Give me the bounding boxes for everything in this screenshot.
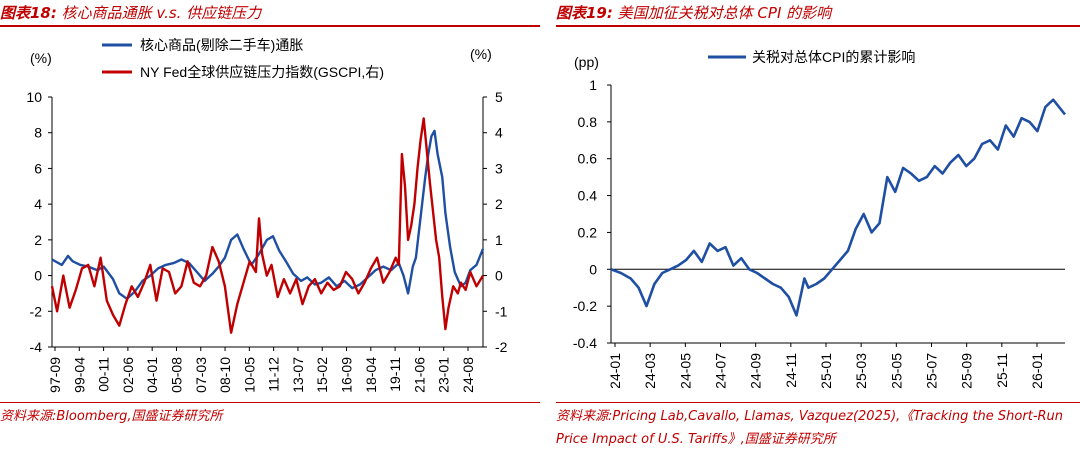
x-tick-label: 11-12 [266,357,282,392]
y-right-tick-label: 2 [495,196,503,212]
x-tick-label: 04-01 [144,357,160,393]
right-figure-number: 图表19: [556,4,613,22]
y-right-tick-label: -1 [495,303,508,319]
x-tick-label: 25-07 [924,353,940,389]
x-tick-label: 24-08 [460,357,476,393]
right-title-divider [556,25,1080,27]
left-figure-number: 图表18: [0,4,57,22]
right-figure-panel: 图表19: 美国加征关税对总体 CPI 的影响 -0.4 -0.2 0 0.2 0.4 0… [556,0,1080,457]
x-tick-label: 25-03 [853,353,869,389]
y-tick-label: 0.2 [578,224,598,240]
legend: 关税对总体CPI的累计影响 [708,49,915,65]
left-figure-title: 图表18: 核心商品通胀 v.s. 供应链压力 [0,2,261,23]
y-left-tick-label: 4 [34,196,42,212]
tariff-cpi-impact-chart: -0.4 -0.2 0 0.2 0.4 0.6 0.8 1 24-01 24-03 24-05 24-… [573,49,1067,389]
x-tick-label: 10-05 [241,357,257,393]
x-tick-label: 08-10 [217,357,233,393]
legend-label-core-goods: 核心商品(剔除二手车)通胀 [140,37,303,53]
y-right-tick-label: 1 [495,232,503,248]
y-tick-label: -0.4 [573,335,597,351]
y-left-tick-label: -2 [30,303,43,319]
x-tick-label: 25-05 [888,353,904,389]
right-figure-title-text: 美国加征关税对总体 CPI 的影响 [617,4,832,22]
x-tick-label: 24-07 [713,353,729,389]
x-tick-label: 07-03 [193,357,209,393]
right-source-note: 资料来源:Pricing Lab,Cavallo, Llamas, Vazque… [556,409,1064,447]
x-tick-label: 99-04 [71,357,87,393]
right-source-divider [556,402,1080,403]
y-right-tick-label: 3 [495,160,503,176]
y-left-tick-label: 2 [34,232,42,248]
y-tick-label: 0.8 [578,114,598,130]
core-goods-vs-gscpi-chart: -4 -2 0 2 4 6 8 10 -2 -1 0 1 2 3 4 5 97-09 99-04 00-11 02-0… [26,37,508,393]
legend-label-tariff: 关税对总体CPI的累计影响 [752,49,915,65]
y-left-tick-label: 0 [34,268,42,284]
y-axis-unit: (pp) [574,54,599,70]
x-tick-label: 21-06 [411,357,427,393]
x-tick-label: 25-11 [994,353,1010,388]
y-right-tick-label: 4 [495,125,503,141]
left-source-note: 资料来源:Bloomberg,国盛证券研究所 [0,409,223,424]
y-tick-label: 1 [589,77,597,93]
y-right-tick-label: 5 [495,89,503,105]
y-right-tick-label: -2 [495,339,508,355]
left-figure-title-text: 核心商品通胀 v.s. 供应链压力 [61,4,262,22]
left-axis-unit: (%) [30,50,52,66]
left-title-divider [0,25,540,27]
y-tick-label: 0.4 [578,188,598,204]
y-tick-label: 0.6 [578,151,598,167]
tariff-cpi-impact-line [610,98,1067,317]
x-tick-label: 24-03 [642,353,658,389]
x-tick-label: 15-02 [314,357,330,393]
x-tick-label: 25-09 [959,353,975,389]
x-tick-label: 24-05 [677,353,693,389]
x-tick-label: 16-09 [339,357,355,393]
gscpi-line [50,117,485,334]
x-tick-label: 24-01 [607,353,623,389]
x-tick-label: 24-09 [748,353,764,389]
x-tick-label: 23-01 [436,357,452,393]
y-tick-label: 0 [589,261,597,277]
left-source-divider [0,402,540,403]
core-goods-inflation-line [51,129,485,300]
right-axis-unit: (%) [470,46,492,62]
x-tick-label: 00-11 [96,357,112,392]
y-left-tick-label: 10 [26,89,42,105]
right-figure-title: 图表19: 美国加征关税对总体 CPI 的影响 [556,2,831,23]
legend: 核心商品(剔除二手车)通胀 NY Fed全球供应链压力指数(GSCPI,右) [102,37,384,80]
y-right-tick-label: 0 [495,268,503,284]
y-left-tick-label: 8 [34,125,42,141]
x-tick-label: 13-07 [290,357,306,393]
y-tick-label: -0.2 [573,298,597,314]
x-tick-label: 19-11 [387,357,403,392]
x-tick-label: 02-06 [120,357,136,393]
x-tick-label: 97-09 [47,357,63,393]
x-tick-label: 26-01 [1029,353,1045,389]
x-tick-label: 24-11 [783,353,799,388]
y-left-tick-label: 6 [34,160,42,176]
x-tick-label: 05-08 [168,357,184,393]
x-tick-label: 18-04 [363,357,379,393]
left-figure-panel: 图表18: 核心商品通胀 v.s. 供应链压力 -4 -2 0 2 4 6 8 10 -2 -1 0… [0,2,540,424]
x-tick-label: 25-01 [818,353,834,389]
legend-label-gscpi: NY Fed全球供应链压力指数(GSCPI,右) [140,64,384,80]
y-left-tick-label: -4 [30,339,43,355]
